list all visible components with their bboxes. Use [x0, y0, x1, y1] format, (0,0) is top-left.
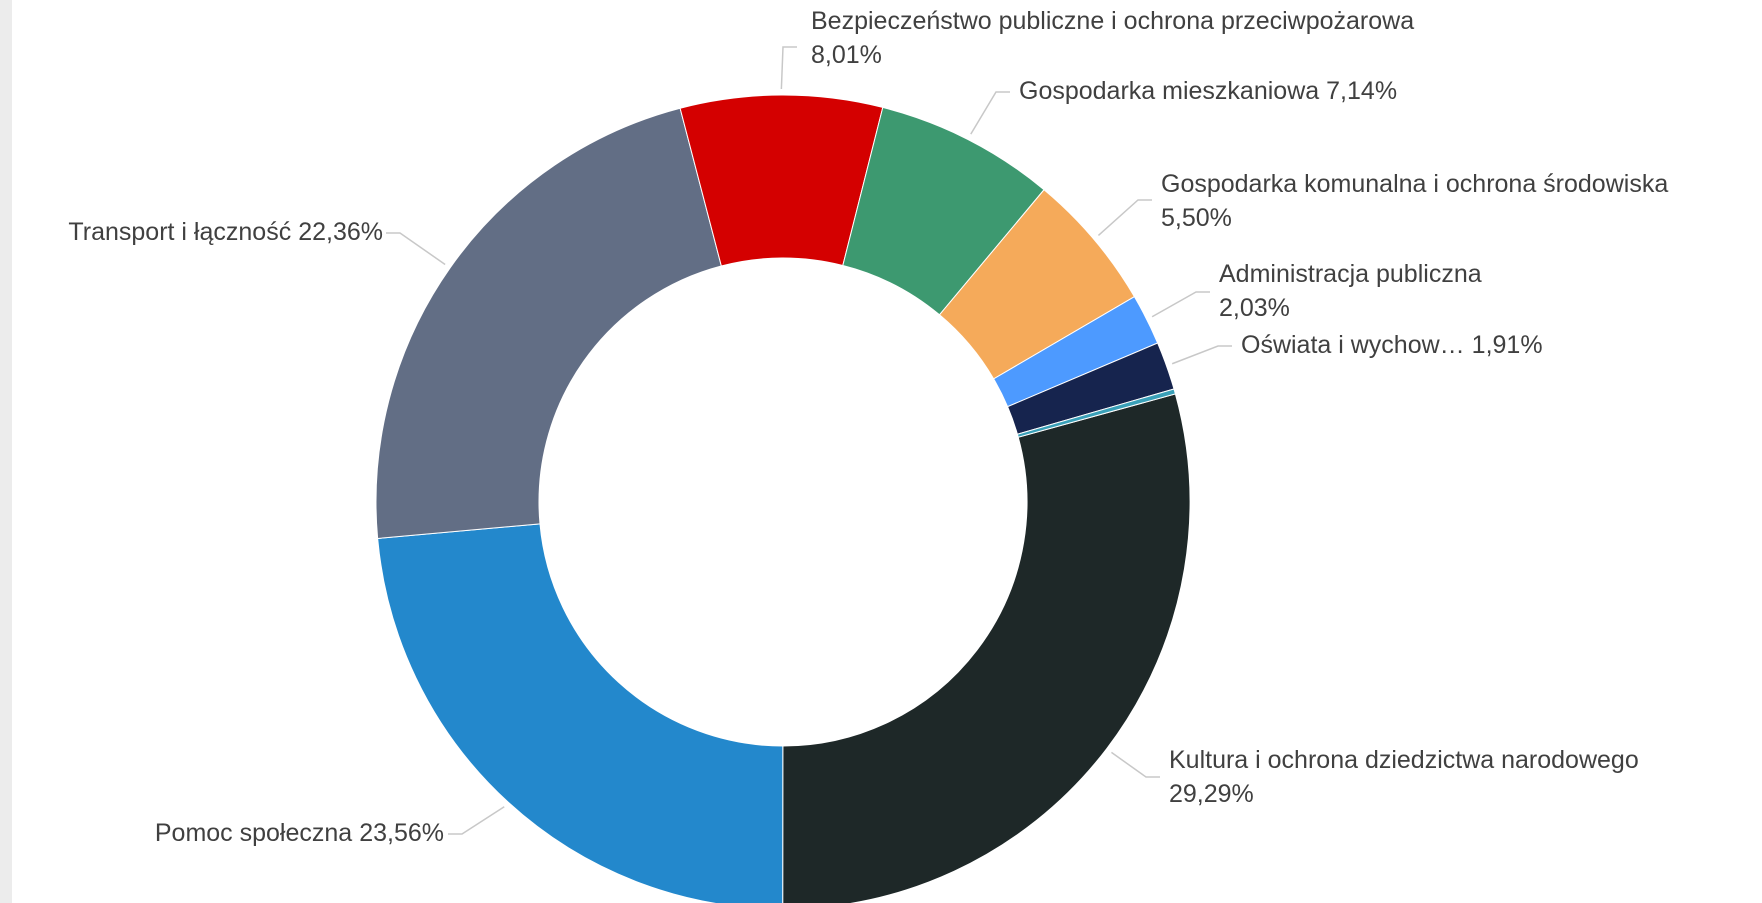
slice-label: Gospodarka mieszkaniowa 7,14%	[1019, 77, 1397, 105]
category-label: Pomoc społeczna	[155, 819, 352, 847]
leader-line	[1110, 751, 1160, 778]
leader-line	[1171, 345, 1232, 365]
donut-slice	[377, 523, 784, 903]
leader-line	[970, 91, 1010, 135]
category-label: Transport i łączność	[68, 218, 291, 246]
category-label: Oświata i wychow…	[1241, 331, 1465, 359]
leader-line	[1097, 199, 1152, 236]
value-label: 8,01%	[811, 41, 882, 69]
slice-label: Bezpieczeństwo publiczne i ochrona przec…	[811, 7, 1414, 69]
value-label: 5,50%	[1161, 204, 1232, 232]
slice-label: Gospodarka komunalna i ochrona środowisk…	[1161, 170, 1668, 232]
leader-line	[386, 232, 446, 266]
category-label: Kultura i ochrona dziedzictwa narodowego	[1169, 746, 1639, 774]
leader-line	[1151, 291, 1210, 318]
category-label: Gospodarka mieszkaniowa	[1019, 77, 1319, 105]
value-label: 22,36%	[298, 218, 383, 246]
slice-label: Oświata i wychow… 1,91%	[1241, 331, 1543, 359]
value-label: 1,91%	[1472, 331, 1543, 359]
value-label: 2,03%	[1219, 294, 1290, 322]
value-label: 7,14%	[1326, 77, 1397, 105]
category-label: Administracja publiczna	[1219, 260, 1482, 288]
donut-slice	[782, 393, 1191, 903]
category-label: Gospodarka komunalna i ochrona środowisk…	[1161, 170, 1668, 198]
value-label: 29,29%	[1169, 780, 1254, 808]
slice-label: Pomoc społeczna 23,56%	[155, 819, 444, 847]
leader-line	[780, 46, 797, 90]
slice-label: Administracja publiczna 2,03%	[1219, 260, 1482, 322]
donut-slice	[375, 107, 722, 540]
slice-label: Transport i łączność 22,36%	[68, 218, 383, 246]
side-strip	[0, 0, 12, 903]
leader-line	[448, 806, 505, 835]
slice-label: Kultura i ochrona dziedzictwa narodowego…	[1169, 746, 1639, 808]
value-label: 23,56%	[359, 819, 444, 847]
category-label: Bezpieczeństwo publiczne i ochrona przec…	[811, 7, 1414, 35]
donut-slice	[1016, 388, 1177, 438]
